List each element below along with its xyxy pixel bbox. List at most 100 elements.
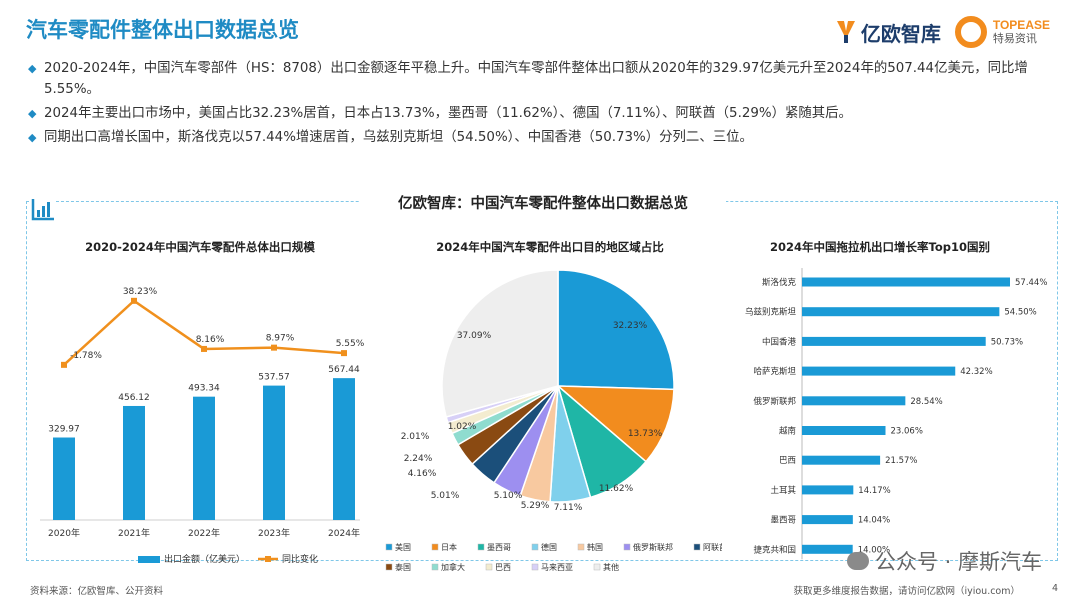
line-value-label: 8.16% (196, 335, 225, 345)
legend-label: 阿联酋 (703, 542, 722, 552)
legend-label: 加拿大 (441, 562, 465, 572)
hbar (802, 426, 886, 435)
line-value-label: 8.97% (266, 334, 295, 344)
line-point (201, 345, 207, 352)
hbar-value-label: 23.06% (891, 427, 923, 437)
pie-slice (441, 269, 559, 418)
category-label: 斯洛伐克 (762, 277, 797, 288)
hbar (802, 277, 1010, 287)
x-tick-label: 2023年 (258, 527, 290, 539)
legend-swatch (431, 543, 439, 551)
line-point (131, 297, 137, 304)
legend-swatch (385, 563, 393, 571)
watermark: 公众号 · 摩斯汽车 (846, 546, 1042, 576)
category-label: 巴西 (779, 456, 796, 466)
bullet-text: 2024年主要出口市场中，美国占比32.23%居首，日本占13.73%，墨西哥（… (44, 106, 852, 121)
category-label: 中国香港 (762, 336, 797, 347)
bullet-item: ◆ 2024年主要出口市场中，美国占比32.23%居首，日本占13.73%，墨西哥… (28, 103, 1058, 124)
hbar (802, 455, 881, 465)
iyiou-logo: 亿欧智库 (835, 18, 941, 47)
hbar (802, 336, 986, 346)
topease-logo-en: TOPEASE (992, 18, 1050, 33)
hbar-value-label: 14.04% (858, 516, 890, 526)
pie-slice-label: 37.09% (457, 331, 492, 341)
line-point (341, 350, 347, 357)
line-value-label: 38.23% (123, 287, 158, 297)
bar-value-label: 329.97 (48, 425, 80, 435)
hbar (802, 485, 854, 495)
hbar (802, 515, 853, 525)
pie-slice-label: 2.01% (401, 432, 430, 442)
pie-slice-label: 11.62% (599, 484, 634, 494)
legend-label: 韩国 (587, 542, 603, 552)
bar-value-label: 567.44 (328, 365, 360, 375)
topease-ring-icon (954, 16, 987, 48)
legend-label: 墨西哥 (487, 543, 511, 552)
hbar-value-label: 57.44% (1015, 278, 1047, 288)
category-label: 土耳其 (770, 485, 796, 496)
pie-slice-label: 1.02% (448, 422, 477, 432)
topease-logo: TOPEASE 特易资讯 (954, 16, 1050, 48)
bar (333, 378, 355, 520)
bullet-text: 同期出口高增长国中，斯洛伐克以57.44%增速居首，乌兹别克斯坦（54.50%）… (44, 130, 753, 145)
hbar-value-label: 28.54% (910, 397, 942, 407)
bar (123, 405, 145, 520)
bar (53, 437, 75, 520)
bullet-text: 2020-2024年，中国汽车零部件（HS：8708）出口金额逐年平稳上升。中国… (44, 61, 1028, 97)
hbar (802, 544, 853, 554)
legend-line-label: 同比变化 (282, 553, 318, 565)
line-point (61, 361, 67, 368)
legend-bar-swatch (138, 556, 160, 563)
category-label: 乌兹别克斯坦 (745, 307, 797, 318)
legend-swatch (593, 563, 601, 571)
legend-bar-label: 出口金额（亿美元） (164, 553, 245, 565)
bar (193, 396, 215, 520)
pie-slice-label: 4.16% (408, 469, 437, 479)
hbar (802, 307, 1000, 317)
more-info-note: 获取更多维度报告数据，请访问亿欧网（iyiou.com） (793, 586, 1020, 597)
line-value-label: -1.78% (70, 351, 102, 361)
bullet-item: ◆ 同期出口高增长国中，斯洛伐克以57.44%增速居首，乌兹别克斯坦（54.50%… (28, 127, 1058, 148)
x-tick-label: 2020年 (48, 527, 80, 539)
legend-swatch (577, 543, 585, 551)
pie-slice-label: 5.10% (494, 491, 523, 501)
x-tick-label: 2021年 (118, 527, 150, 539)
hbar-value-label: 42.32% (960, 367, 992, 377)
legend-swatch (477, 543, 485, 551)
pie-slice-label: 2.24% (404, 454, 433, 464)
hbar-value-label: 21.57% (885, 456, 917, 466)
legend-swatch (623, 543, 631, 551)
line-value-label: 5.55% (336, 339, 365, 349)
legend-swatch (693, 543, 701, 551)
diamond-icon: ◆ (28, 131, 37, 144)
page-title: 汽车零配件整体出口数据总览 (26, 18, 299, 42)
page-number: 4 (1051, 583, 1058, 594)
export-scale-chart: 329.97 2020年 456.12 2021年 493.34 2022年 537.57 2… (40, 287, 365, 565)
bar-value-label: 493.34 (188, 384, 220, 394)
legend-swatch (485, 563, 493, 571)
chart1-title: 2020-2024年中国汽车零配件总体出口规模 (85, 240, 315, 254)
legend-label: 其他 (603, 562, 619, 572)
pie-slice-label: 13.73% (628, 429, 663, 439)
chart3-title: 2024年中国拖拉机出口增长率Top10国别 (770, 240, 990, 254)
iyiou-logo-text: 亿欧智库 (860, 21, 941, 46)
watermark-text: 公众号 · 摩斯汽车 (874, 550, 1042, 574)
iyiou-logo-icon (836, 21, 855, 43)
diamond-icon: ◆ (28, 62, 37, 75)
hbar-value-label: 54.50% (1004, 308, 1036, 318)
legend-swatch (385, 543, 393, 551)
category-label: 捷克共和国 (753, 544, 796, 555)
legend-swatch (531, 543, 539, 551)
legend-label: 马来西亚 (541, 563, 573, 572)
x-tick-label: 2022年 (188, 527, 220, 539)
growth-top10-chart: 斯洛伐克 57.44% 乌兹别克斯坦 54.50% 中国香港 50.73% 哈萨克斯坦 42.… (745, 268, 1047, 560)
pie-slice-label: 7.11% (554, 503, 583, 513)
legend-label: 巴西 (495, 563, 511, 572)
pie-slice (555, 385, 675, 463)
category-label: 俄罗斯联邦 (753, 396, 796, 407)
topease-logo-cn: 特易资讯 (992, 31, 1037, 45)
legend-label: 美国 (395, 542, 411, 552)
destination-pie-chart: 32.23% 13.73% 11.62% 7.11% 5.29%5.10% 5.01% 4.… (385, 269, 722, 572)
yoy-line (63, 299, 345, 366)
legend-label: 德国 (541, 542, 557, 552)
